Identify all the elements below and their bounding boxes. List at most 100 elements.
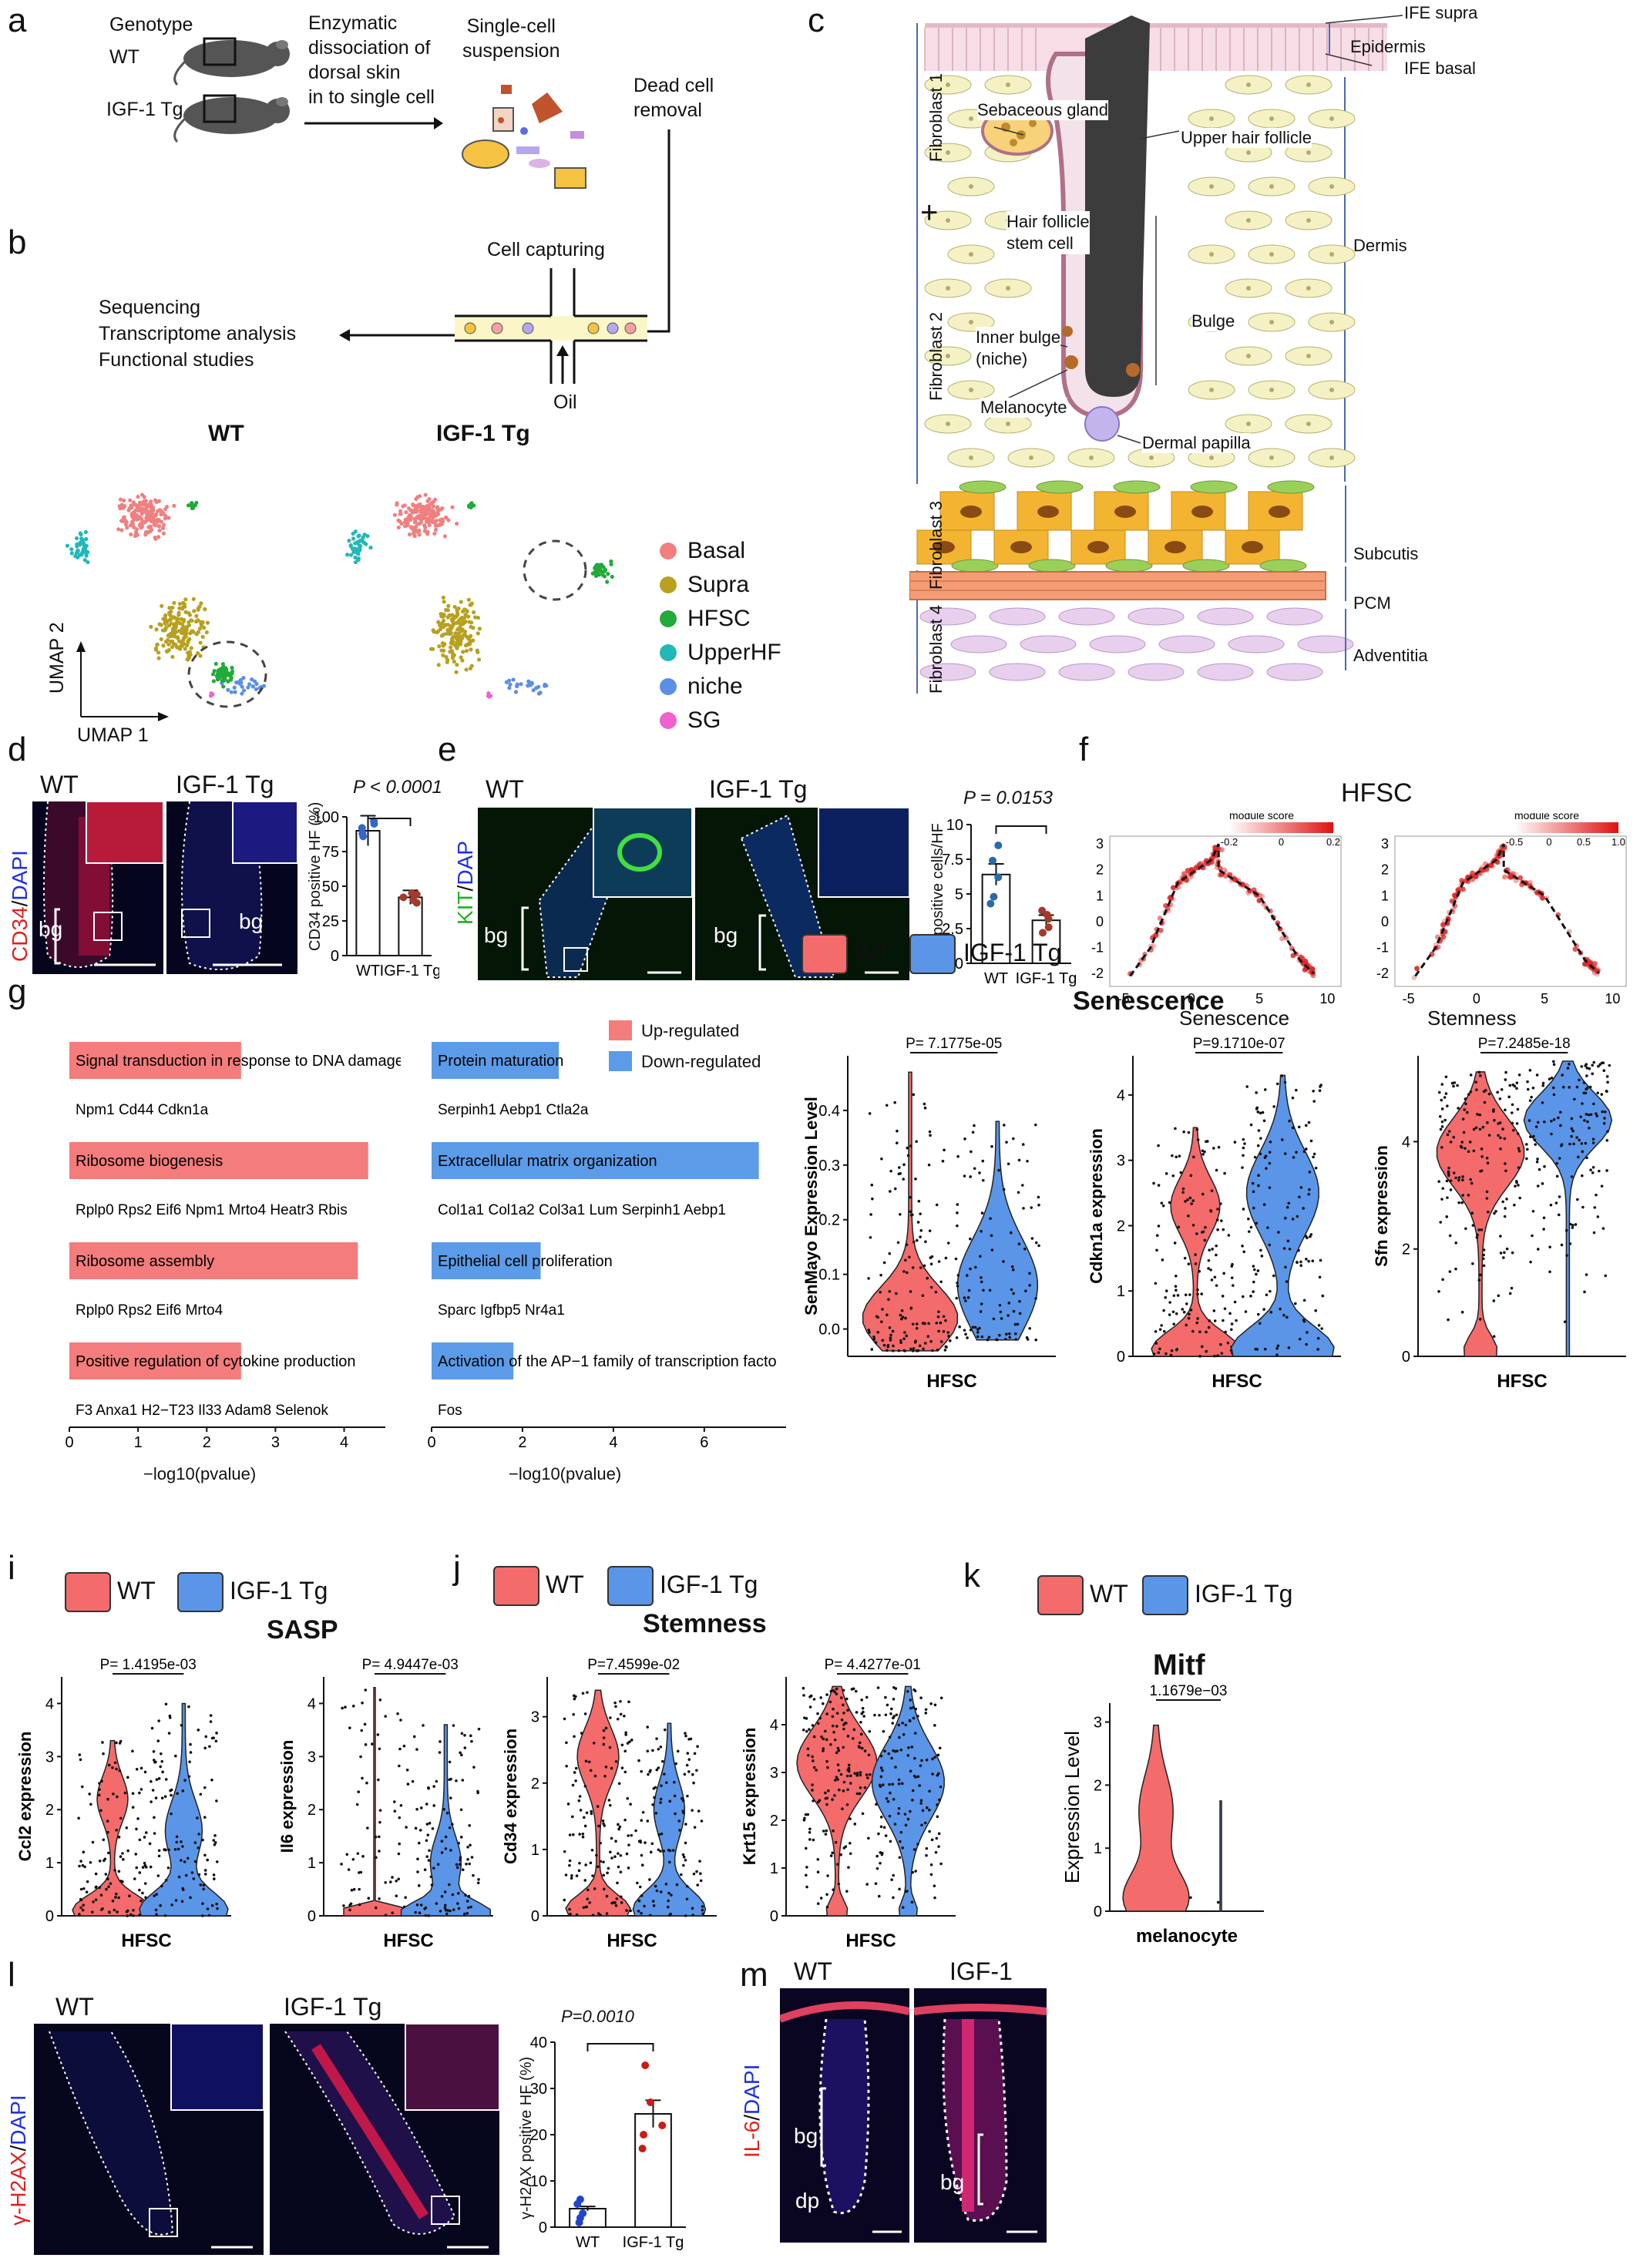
- cell-dot: [1560, 1243, 1564, 1247]
- cell-dot: [849, 1782, 852, 1785]
- cell-dot: [869, 1772, 872, 1776]
- cell-dot: [835, 1712, 839, 1715]
- cell-dot: [77, 1816, 80, 1820]
- cell-dot: [897, 1723, 901, 1727]
- cell-dot: [1181, 1308, 1185, 1311]
- cell-dot: [1482, 1253, 1485, 1257]
- cell-dot: [616, 1717, 620, 1721]
- y-tick-label: 100: [314, 809, 339, 826]
- cell-dot: [1440, 1125, 1444, 1128]
- cell-dot: [816, 1858, 820, 1861]
- cell-dot: [894, 1766, 897, 1769]
- cell-dot: [1437, 1090, 1441, 1094]
- cell-dot: [921, 1809, 925, 1813]
- cell-dot: [836, 1763, 840, 1766]
- cell-dot: [79, 1898, 83, 1902]
- cell-dot: [909, 1307, 913, 1310]
- cell-dot: [1443, 1096, 1447, 1099]
- umap-point: [172, 600, 176, 605]
- y-tick-label: 3: [45, 1749, 54, 1766]
- cell-dot: [1573, 1097, 1576, 1101]
- cell-dot: [1595, 1114, 1598, 1117]
- cell-dot: [1480, 1147, 1484, 1151]
- panel-label-f: f: [1079, 731, 1089, 768]
- cell-dot: [418, 1841, 421, 1845]
- cell-point: [1460, 886, 1466, 892]
- umap-point: [421, 506, 425, 510]
- cell-dot: [1213, 1319, 1217, 1322]
- umap-point: [439, 611, 443, 617]
- cell-dot: [623, 1749, 627, 1753]
- cell-dot: [118, 1769, 122, 1772]
- cell-dot: [1595, 1193, 1598, 1197]
- cell-dot: [108, 1910, 111, 1914]
- cell-dot: [115, 1892, 118, 1896]
- cell-dot: [1299, 1186, 1303, 1189]
- cell-dot: [586, 1691, 589, 1694]
- cell-dot: [99, 1908, 103, 1911]
- cell-dot: [1516, 1107, 1520, 1111]
- cell-dot: [879, 1785, 882, 1789]
- x-tick-label: WT: [984, 970, 1008, 987]
- umap-point: [198, 654, 203, 658]
- umap-point: [414, 509, 418, 514]
- cell-dot: [1479, 1169, 1482, 1173]
- cell-dot: [943, 1148, 946, 1152]
- y-tick-label: 2: [1117, 1218, 1125, 1235]
- cell-dot: [868, 1112, 872, 1115]
- cell-dot: [477, 1878, 480, 1881]
- cell-dot: [885, 1349, 889, 1352]
- cell-dot: [969, 1267, 972, 1271]
- cell-dot: [1504, 1108, 1507, 1112]
- data-point: [575, 2219, 583, 2226]
- cell-dot: [1449, 1188, 1453, 1191]
- cell-dot: [969, 1175, 972, 1178]
- umap-point: [163, 514, 168, 519]
- cell-dot: [832, 1731, 835, 1734]
- cell-dot: [166, 1866, 170, 1870]
- cell-dot: [824, 1796, 828, 1800]
- umap-point: [76, 548, 80, 553]
- cell-dot: [1475, 1235, 1479, 1239]
- cell-dot: [1568, 1242, 1572, 1245]
- umap-point: [215, 677, 220, 682]
- umap-point: [433, 527, 439, 533]
- cell-dot: [378, 1850, 381, 1853]
- cell-dot: [1552, 1118, 1556, 1121]
- cell-dot: [1548, 1245, 1551, 1248]
- cell-dot: [918, 1784, 921, 1787]
- cell-dot: [879, 1816, 883, 1819]
- f-x-tick: 5: [1541, 991, 1548, 1006]
- cell-dot: [673, 1794, 677, 1798]
- cell-dot: [1161, 1258, 1164, 1262]
- cell-dot: [1014, 1338, 1018, 1341]
- cell-dot: [197, 1833, 200, 1836]
- cell-dot: [1440, 1120, 1444, 1124]
- cell-dot: [98, 1860, 102, 1863]
- cell-dot: [816, 1870, 820, 1874]
- cell-dot: [912, 1688, 916, 1692]
- cell-dot: [470, 1739, 473, 1743]
- cell-dot: [1602, 1069, 1606, 1073]
- cell-dot: [1559, 1124, 1562, 1127]
- cell-dot: [819, 1696, 823, 1699]
- cell-dot: [660, 1784, 663, 1787]
- umap-point: [353, 559, 358, 565]
- cell-point: [1191, 866, 1198, 872]
- cell-dot: [123, 1791, 127, 1795]
- cell-dot: [82, 1850, 86, 1854]
- cell-dot: [1007, 1162, 1010, 1166]
- cell-dot: [1013, 1332, 1017, 1336]
- cell-dot: [913, 1340, 917, 1344]
- umap-point: [175, 618, 180, 623]
- umap-point: [241, 688, 247, 693]
- cell-dot: [375, 1856, 378, 1860]
- cell-dot: [121, 1852, 124, 1855]
- cell-dot: [833, 1779, 837, 1782]
- cell-dot: [655, 1737, 658, 1740]
- cell-dot: [1476, 1233, 1479, 1237]
- cell-dot: [899, 1341, 902, 1344]
- cell-dot: [153, 1816, 156, 1819]
- cell-dot: [1255, 1107, 1259, 1110]
